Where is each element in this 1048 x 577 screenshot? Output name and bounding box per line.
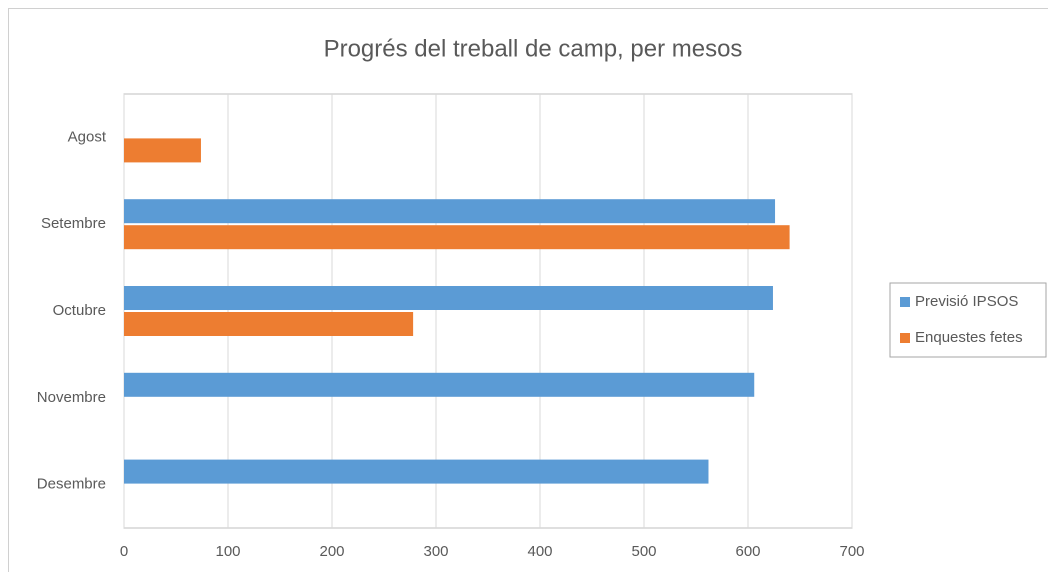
- x-tick-label: 100: [215, 543, 240, 560]
- x-tick-label: 600: [735, 543, 760, 560]
- x-tick-label: 300: [423, 543, 448, 560]
- y-tick-label: Agost: [68, 128, 107, 145]
- chart-title: Progrés del treball de camp, per mesos: [324, 35, 743, 62]
- bar: [124, 225, 790, 249]
- x-tick-label: 200: [319, 543, 344, 560]
- y-tick-label: Desembre: [37, 476, 106, 493]
- bar: [124, 460, 708, 484]
- bar: [124, 138, 201, 162]
- y-tick-label: Novembre: [37, 389, 106, 406]
- bar: [124, 373, 754, 397]
- bar: [124, 286, 773, 310]
- y-tick-label: Octubre: [53, 302, 106, 319]
- legend-swatch: [900, 297, 910, 307]
- y-tick-label: Setembre: [41, 215, 106, 232]
- bar: [124, 312, 413, 336]
- x-tick-label: 400: [527, 543, 552, 560]
- legend-swatch: [900, 333, 910, 343]
- legend-label: Previsió IPSOS: [915, 293, 1018, 310]
- x-tick-label: 700: [839, 543, 864, 560]
- x-tick-label: 500: [631, 543, 656, 560]
- x-tick-label: 0: [120, 543, 128, 560]
- legend-label: Enquestes fetes: [915, 329, 1023, 346]
- bar: [124, 199, 775, 223]
